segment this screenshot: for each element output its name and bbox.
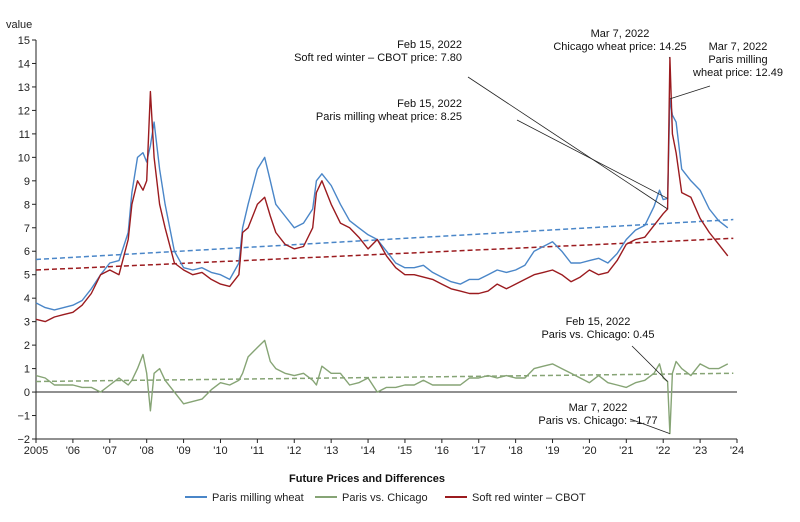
x-tick-label: '13 <box>324 445 338 457</box>
trendline <box>35 237 734 271</box>
annotation-line: Mar 7, 2022 <box>709 41 768 53</box>
x-tick-label: '09 <box>176 445 190 457</box>
annotation-label: Mar 7, 2022 Chicago wheat price: 14.25 <box>553 28 686 53</box>
annotation-line: Paris milling <box>708 54 767 66</box>
y-tick-label: 6 <box>24 246 30 258</box>
x-tick-label: '10 <box>213 445 227 457</box>
legend-label: Paris vs. Chicago <box>342 492 428 504</box>
annotation-label: Mar 7, 2022 Paris milling wheat price: 12.… <box>692 41 783 79</box>
annotation-line: Paris milling wheat price: 8.25 <box>316 111 462 123</box>
annotations: Feb 15, 2022 Soft red winter – CBOT price… <box>294 28 783 434</box>
annotation-leader <box>629 418 670 434</box>
y-tick-label: 3 <box>24 317 30 329</box>
x-tick-label: '11 <box>251 445 265 457</box>
annotation-line: Chicago wheat price: 14.25 <box>553 41 686 53</box>
x-tick-label: '24 <box>730 445 744 457</box>
trendlines <box>35 218 734 383</box>
annotation-leader <box>631 345 668 382</box>
y-tick-label: 13 <box>18 82 30 94</box>
legend: Future Prices and Differences Paris mill… <box>185 473 586 504</box>
annotation-line: Mar 7, 2022 <box>591 28 650 40</box>
x-tick-label: '22 <box>656 445 670 457</box>
annotation-label: Feb 15, 2022 Paris vs. Chicago: 0.45 <box>541 316 654 341</box>
x-tick-label: '14 <box>361 445 375 457</box>
y-tick-label: 9 <box>24 176 30 188</box>
y-tick-label: 7 <box>24 223 30 235</box>
legend-label: Paris milling wheat <box>212 492 304 504</box>
x-tick-label: '20 <box>582 445 596 457</box>
y-tick-label: 2 <box>24 340 30 352</box>
y-tick-label: 12 <box>18 105 30 117</box>
series-line <box>35 339 729 435</box>
x-tick-label: '23 <box>693 445 707 457</box>
y-tick-label: 11 <box>19 129 30 141</box>
legend-title: Future Prices and Differences <box>289 473 445 485</box>
y-tick-label: 10 <box>18 152 30 164</box>
y-tick-label: −2 <box>17 434 30 446</box>
annotation-line: Feb 15, 2022 <box>397 39 462 51</box>
annotation-line: wheat price: 12.49 <box>692 67 783 79</box>
y-axis-label: value <box>6 19 32 31</box>
series-line <box>35 98 729 311</box>
x-tick-label: '06 <box>66 445 80 457</box>
x-axis: 2005 '06 '07 '08 '09 '10 '11 '12 '13 '14 '15 '16 '17… <box>24 391 744 457</box>
annotation-leader <box>669 85 711 100</box>
annotation-leader <box>467 76 668 210</box>
x-tick-label: '08 <box>140 445 154 457</box>
annotation-label: Feb 15, 2022 Paris milling wheat price: 8… <box>316 98 462 123</box>
y-tick-label: −1 <box>17 411 30 423</box>
legend-label: Soft red winter – CBOT <box>472 492 586 504</box>
x-tick-label: '19 <box>545 445 559 457</box>
x-tick-label: '16 <box>435 445 449 457</box>
x-tick-label: '21 <box>619 445 633 457</box>
y-tick-label: 5 <box>24 270 30 282</box>
x-tick-label: '12 <box>287 445 301 457</box>
x-tick-label: '15 <box>398 445 412 457</box>
y-tick-label: 8 <box>24 199 30 211</box>
annotation-label: Mar 7, 2022 Paris vs. Chicago: –1.77 <box>538 402 657 427</box>
x-tick-label: 2005 <box>24 445 48 457</box>
annotation-line: Paris vs. Chicago: –1.77 <box>538 415 657 427</box>
annotation-leader <box>516 119 668 199</box>
annotation-line: Paris vs. Chicago: 0.45 <box>541 329 654 341</box>
trendline <box>35 372 734 383</box>
annotation-line: Soft red winter – CBOT price: 7.80 <box>294 52 462 64</box>
annotation-line: Mar 7, 2022 <box>569 402 628 414</box>
trendline <box>35 218 734 261</box>
x-tick-label: '18 <box>508 445 522 457</box>
y-tick-label: 15 <box>18 35 30 47</box>
y-tick-label: 1 <box>24 364 30 376</box>
y-tick-label: 4 <box>24 293 30 305</box>
x-tick-label: '07 <box>103 445 117 457</box>
x-tick-label: '17 <box>472 445 486 457</box>
series-lines <box>35 56 729 435</box>
annotation-label: Feb 15, 2022 Soft red winter – CBOT price… <box>294 39 462 64</box>
annotation-line: Feb 15, 2022 <box>566 316 631 328</box>
y-tick-label: 14 <box>18 58 30 70</box>
series-line <box>35 56 729 323</box>
y-tick-label: 0 <box>24 387 30 399</box>
annotation-line: Feb 15, 2022 <box>397 98 462 110</box>
